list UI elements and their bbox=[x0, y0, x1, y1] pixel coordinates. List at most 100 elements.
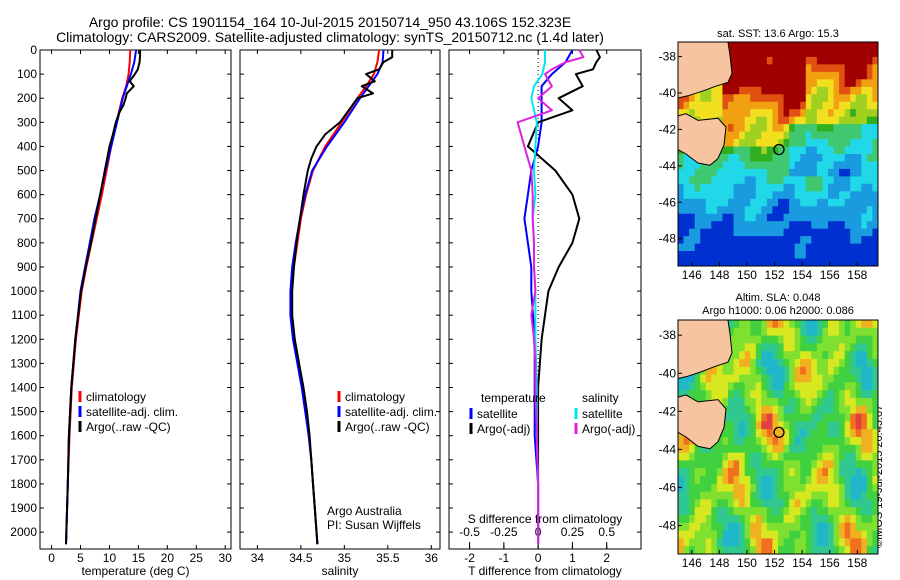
sst-map-cell bbox=[794, 109, 801, 118]
sla-map-cell bbox=[828, 468, 834, 477]
sla-map-cell bbox=[844, 468, 851, 477]
sst-map-cell bbox=[794, 139, 801, 147]
sst-map-cell bbox=[855, 161, 862, 170]
sla-map-cell bbox=[689, 460, 696, 469]
sla-map-cell bbox=[772, 320, 779, 329]
sst-map-cell bbox=[716, 251, 723, 259]
sst-map-cell bbox=[805, 79, 812, 88]
sla-map-cell bbox=[739, 499, 746, 508]
sla-map-cell bbox=[816, 546, 823, 555]
sla-map-cell bbox=[794, 382, 801, 391]
sla-map-cell bbox=[722, 476, 729, 485]
sst-map-cell bbox=[744, 116, 751, 125]
sla-map-cell bbox=[855, 530, 862, 539]
sst-map-cell bbox=[805, 124, 812, 132]
sla-map-cell bbox=[872, 460, 879, 469]
sst-map-cell bbox=[728, 131, 734, 140]
sla-map-cell bbox=[683, 374, 690, 383]
sla-map-cell bbox=[872, 429, 879, 438]
sst-map-cell bbox=[789, 86, 796, 95]
sst-map-cell bbox=[761, 146, 768, 155]
sla-map-cell bbox=[833, 359, 840, 368]
sla-map-cell bbox=[783, 507, 790, 516]
sst-map-cell bbox=[789, 139, 796, 147]
sst-map-cell bbox=[816, 86, 823, 95]
sla-map-cell bbox=[700, 546, 707, 555]
sst-map-cell bbox=[755, 206, 762, 215]
sst-map-cell bbox=[800, 251, 807, 259]
sla-map-cell bbox=[805, 327, 812, 336]
sla-map-cell bbox=[855, 382, 862, 391]
sla-map-cell bbox=[844, 390, 851, 399]
sla-map-cell bbox=[728, 437, 734, 446]
sla-map-cell bbox=[761, 343, 768, 352]
sst-map-cell bbox=[766, 168, 773, 177]
sla-map-cell bbox=[789, 421, 796, 430]
sla-map-cell bbox=[783, 359, 790, 368]
sst-map-cell bbox=[783, 176, 790, 185]
sst-map-cell bbox=[850, 191, 857, 200]
sst-map-cell bbox=[705, 86, 712, 95]
sla-map-cell bbox=[822, 483, 829, 492]
sla-map-cell bbox=[728, 382, 734, 391]
sla-map-cell bbox=[750, 320, 757, 329]
sla-map-cell bbox=[733, 507, 740, 516]
sla-map-cell bbox=[833, 382, 840, 391]
sst-map-cell bbox=[755, 71, 762, 80]
sst-map-cell bbox=[744, 146, 751, 155]
sst-map-cell bbox=[794, 251, 801, 259]
sla-map-cell bbox=[783, 382, 790, 391]
sla-map-cell bbox=[700, 483, 707, 492]
sst-map-cell bbox=[861, 56, 868, 65]
sst-map-cell bbox=[839, 198, 846, 207]
sst-map-cell bbox=[728, 213, 734, 222]
sst-map-cell bbox=[844, 213, 851, 222]
sst-map-cell bbox=[739, 116, 746, 125]
sst-map-cell bbox=[805, 139, 812, 147]
sla-map-cell bbox=[855, 366, 862, 375]
sst-map-cell bbox=[866, 94, 873, 103]
sla-map-cell bbox=[750, 335, 757, 344]
sla-map-cell bbox=[739, 351, 746, 360]
sst-map-cell bbox=[761, 49, 768, 58]
sla-map-cell bbox=[739, 491, 746, 500]
sst-map-cell bbox=[811, 236, 818, 244]
sla-map-cell bbox=[816, 398, 823, 407]
sla-map-cell bbox=[728, 366, 734, 375]
sst-map-cell bbox=[866, 146, 873, 155]
sla-map-cell bbox=[761, 390, 768, 399]
sst-map-cell bbox=[689, 161, 696, 170]
sst-map-y-tick-label: -42 bbox=[659, 122, 677, 136]
sla-map-cell bbox=[694, 483, 701, 492]
sla-map-cell bbox=[722, 390, 729, 399]
sst-map-cell bbox=[855, 101, 862, 110]
sst-map-cell bbox=[850, 124, 857, 132]
sst-map-cell bbox=[816, 213, 823, 222]
sla-map-cell bbox=[839, 499, 846, 508]
sla-map-cell bbox=[772, 421, 779, 430]
sla-map-cell bbox=[700, 390, 707, 399]
sst-map-cell bbox=[778, 176, 784, 185]
sla-map-cell bbox=[866, 530, 873, 539]
sst-map-cell bbox=[866, 213, 873, 222]
sst-map-cell bbox=[844, 243, 851, 252]
sst-map-cell bbox=[733, 206, 740, 215]
sla-map-cell bbox=[694, 538, 701, 547]
sst-map-cell bbox=[716, 86, 723, 95]
sst-map-cell bbox=[789, 161, 796, 170]
sla-map-cell bbox=[778, 335, 784, 344]
sst-map-cell bbox=[728, 198, 734, 207]
sla-map-cell bbox=[728, 327, 734, 336]
sla-map-cell bbox=[850, 374, 857, 383]
sla-map-cell bbox=[761, 374, 768, 383]
sla-map-cell bbox=[739, 421, 746, 430]
sst-map-cell bbox=[728, 154, 734, 162]
sla-map-cell bbox=[733, 530, 740, 539]
sst-map-cell bbox=[700, 94, 707, 103]
sst-map-cell bbox=[855, 56, 862, 65]
sla-map-cell bbox=[694, 468, 701, 477]
sst-map-cell bbox=[855, 228, 862, 237]
sla-map-cell bbox=[855, 507, 862, 516]
sst-map-cell bbox=[689, 183, 696, 192]
sst-map-cell bbox=[844, 116, 851, 125]
